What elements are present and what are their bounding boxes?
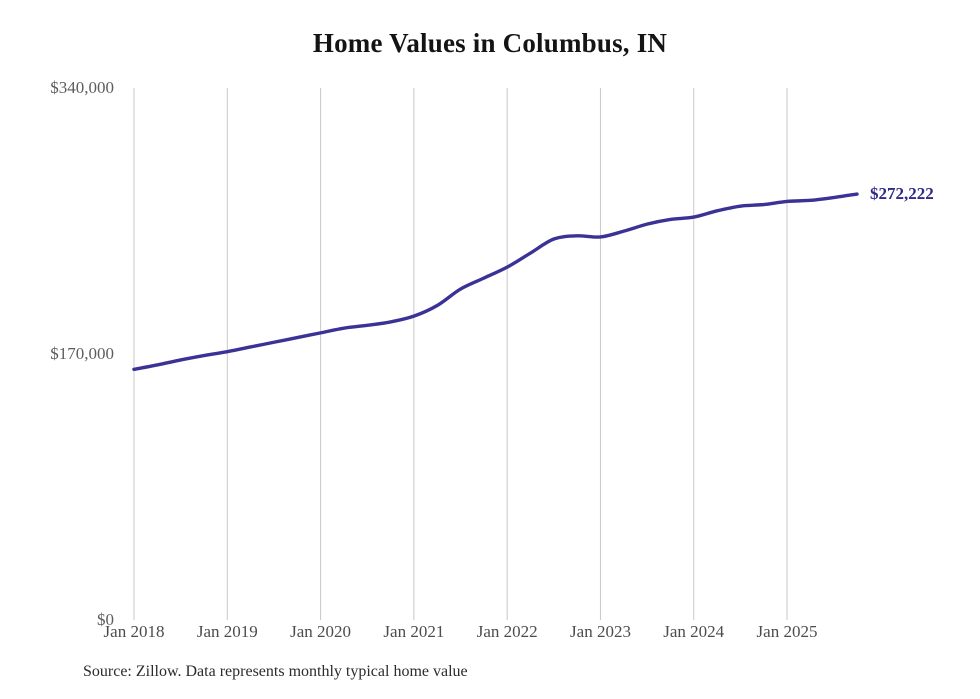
chart-title: Home Values in Columbus, IN: [312, 28, 668, 58]
home-value-line: [132, 192, 859, 372]
source-note: Source: Zillow. Data represents monthly …: [83, 663, 468, 680]
x-axis-tick-label: Jan 2025: [756, 622, 818, 641]
y-axis-tick-label: $340,000: [50, 78, 114, 97]
y-axis-tick-label: $0: [97, 610, 114, 629]
x-axis-tick-label: Jan 2020: [290, 622, 352, 641]
x-axis-tick-label: Jan 2023: [570, 622, 631, 641]
x-axis-tick-label: Jan 2024: [663, 622, 725, 641]
end-value-label: $272,222: [870, 184, 934, 204]
x-axis-tick-label: Jan 2018: [103, 622, 165, 641]
gridlines-group: [133, 88, 788, 620]
y-axis-tick-label: $170,000: [50, 344, 114, 363]
x-axis-tick-label: Jan 2019: [196, 622, 258, 641]
data-line-group: [132, 192, 859, 372]
x-axis-tick-label: Jan 2021: [383, 622, 445, 641]
x-axis-tick-label: Jan 2022: [476, 622, 538, 641]
